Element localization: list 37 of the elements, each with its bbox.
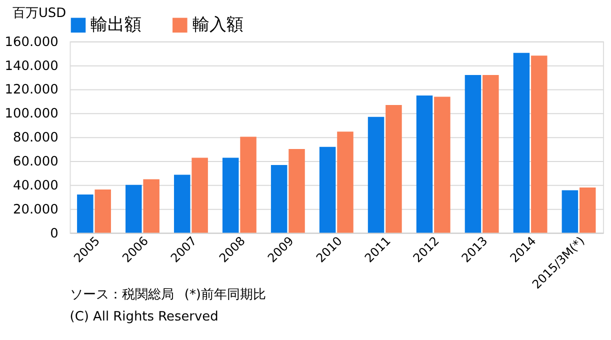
legend-label: 輸入額: [192, 14, 244, 34]
y-tick-label: 60.000: [13, 154, 58, 170]
bar: [368, 116, 384, 233]
y-tick-label: 160.000: [4, 34, 58, 50]
legend-label: 輸出額: [90, 14, 142, 34]
y-tick-label: 100.000: [4, 106, 58, 122]
bar: [143, 179, 160, 233]
y-tick-label: 80.000: [13, 130, 58, 146]
bar: [531, 56, 548, 233]
bar: [579, 187, 596, 233]
bar: [240, 136, 256, 233]
bar: [77, 194, 94, 233]
bar: [386, 105, 402, 233]
y-tick-label: 120.000: [4, 82, 58, 98]
bar: [337, 132, 354, 233]
bar: [192, 158, 208, 233]
bar: [222, 158, 239, 233]
text: ソース：税関総局: [70, 288, 174, 303]
bar: [174, 174, 190, 233]
bar: [434, 96, 450, 233]
bar: [482, 75, 499, 233]
bar: [126, 184, 142, 233]
bar: [270, 164, 288, 233]
y-axis-title: 百万USD: [12, 6, 66, 21]
bar: [562, 190, 578, 233]
bar: [319, 146, 336, 233]
bar: [464, 75, 482, 233]
bar: [513, 52, 530, 233]
y-tick-label: 0: [50, 226, 58, 242]
y-tick-label: 40.000: [13, 178, 58, 194]
bar: [416, 95, 433, 233]
y-tick-label: 140.000: [4, 58, 58, 74]
bar: [288, 149, 305, 233]
bar: [94, 189, 111, 233]
text: (C) All Rights Reserved: [70, 309, 218, 324]
y-tick-label: 20.000: [13, 202, 58, 218]
text: (*)前年同期比: [184, 288, 266, 303]
